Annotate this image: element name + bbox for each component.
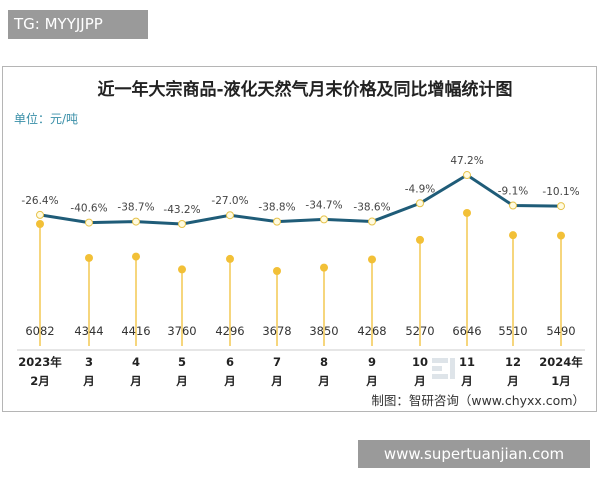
chart-frame [2, 66, 597, 412]
x-tick-label: 10 [412, 355, 428, 369]
x-tick-label: 2023年 [18, 355, 62, 369]
price-label: 5270 [405, 324, 434, 338]
yoy-point [463, 171, 471, 180]
price-label: 4296 [215, 324, 244, 338]
x-tick-label: 月 [129, 374, 142, 388]
x-tick-label: 8 [320, 355, 328, 369]
x-tick-label: 月 [82, 374, 95, 388]
x-tick-label: 月 [460, 374, 473, 388]
price-label: 6646 [452, 324, 481, 338]
unit-label: 单位：元/吨 [14, 111, 78, 126]
price-label: 4344 [74, 324, 103, 338]
price-dot [226, 254, 234, 263]
yoy-point [36, 210, 44, 219]
x-tick-label: 月 [413, 374, 426, 388]
watermark-logo [432, 358, 455, 379]
price-label: 3850 [309, 324, 338, 338]
x-tick-label: 月 [317, 374, 330, 388]
price-dot [85, 253, 93, 262]
source-label: 制图：智研咨询（www.chyxx.com） [371, 393, 585, 408]
price-label: 3678 [262, 324, 291, 338]
yoy-label: -4.9% [405, 183, 435, 195]
x-tick-label: 月 [365, 374, 378, 388]
yoy-label: -38.8% [258, 202, 295, 214]
price-dot [320, 263, 328, 272]
yoy-point [416, 199, 424, 208]
yoy-point [132, 217, 140, 226]
yoy-point [509, 201, 517, 210]
yoy-label: 47.2% [450, 155, 483, 167]
x-tick-label: 12 [505, 355, 521, 369]
x-tick-label: 5 [178, 355, 186, 369]
x-tick-label: 月 [175, 374, 188, 388]
footer-tag[interactable]: www.supertuanjian.com [358, 440, 590, 468]
watermark-logo-mark [450, 358, 455, 379]
yoy-point [85, 218, 93, 227]
price-label: 4416 [121, 324, 150, 338]
yoy-label: -40.6% [70, 203, 107, 215]
yoy-point [320, 215, 328, 224]
price-dot [557, 231, 565, 240]
yoy-label: -10.1% [542, 186, 579, 198]
yoy-label: -38.7% [117, 202, 154, 214]
x-tick-label: 2024年 [539, 355, 583, 369]
price-label: 5510 [498, 324, 527, 338]
x-tick-label: 1月 [551, 374, 571, 388]
yoy-point [178, 220, 186, 229]
yoy-label: -34.7% [305, 199, 342, 211]
yoy-label: -27.0% [211, 195, 248, 207]
header-tag: TG: MYYJJPP [8, 10, 148, 39]
price-dot [368, 255, 376, 264]
price-label: 3760 [167, 324, 196, 338]
price-dot [178, 265, 186, 274]
yoy-point [226, 211, 234, 220]
yoy-label: -38.6% [353, 202, 390, 214]
chart-title: 近一年大宗商品-液化天然气月末价格及同比增幅统计图 [97, 79, 512, 100]
x-tick-label: 11 [459, 355, 475, 369]
yoy-label: -26.4% [21, 195, 58, 207]
x-tick-label: 9 [368, 355, 376, 369]
watermark-logo-mark [432, 358, 448, 363]
yoy-label: -43.2% [163, 204, 200, 216]
x-tick-label: 月 [223, 374, 236, 388]
price-dot [273, 266, 281, 275]
price-dot [132, 252, 140, 261]
x-tick-label: 月 [506, 374, 519, 388]
price-dot [463, 208, 471, 217]
x-tick-label: 7 [273, 355, 281, 369]
price-label: 5490 [546, 324, 575, 338]
price-label: 4268 [357, 324, 386, 338]
yoy-point [557, 202, 565, 211]
yoy-line [39, 173, 562, 226]
x-tick-label: 4 [132, 355, 140, 369]
price-dot [509, 231, 517, 240]
yoy-point [368, 217, 376, 226]
watermark-logo-mark [432, 374, 448, 379]
price-dot [36, 219, 44, 228]
yoy-point [273, 217, 281, 226]
price-label: 6082 [25, 324, 54, 338]
x-tick-label: 月 [270, 374, 283, 388]
x-tick-label: 2月 [30, 374, 50, 388]
x-tick-label: 3 [85, 355, 93, 369]
watermark-logo-mark [432, 366, 442, 371]
x-tick-label: 6 [226, 355, 234, 369]
yoy-label: -9.1% [498, 186, 528, 198]
price-dot [416, 235, 424, 244]
